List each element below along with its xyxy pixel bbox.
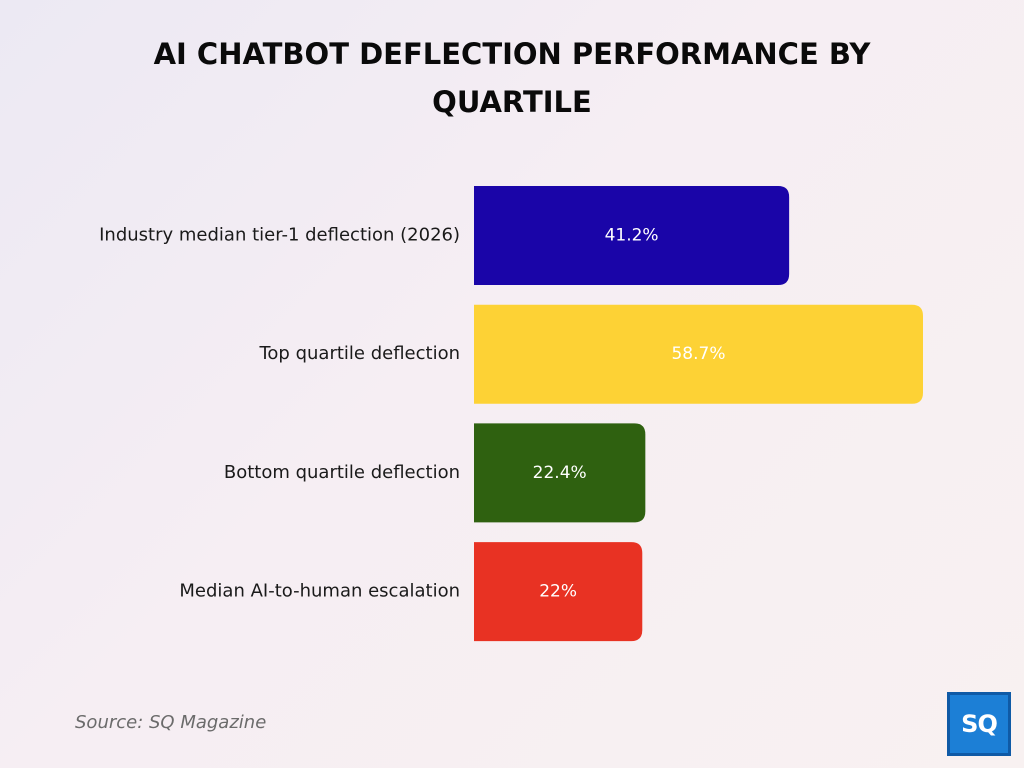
bars-layer <box>474 186 923 642</box>
category-label-4: Median AI-to-human escalation <box>179 581 460 602</box>
value-labels: 41.2% 58.7% 22.4% 22% <box>533 226 726 602</box>
category-label-1: Industry median tier-1 deflection (2026) <box>99 225 460 246</box>
value-label-4: 22% <box>539 582 577 602</box>
logo-text: SQ <box>961 710 998 738</box>
bar-2 <box>474 304 923 404</box>
bar-3 <box>474 423 646 523</box>
sq-magazine-logo: SQ <box>947 692 1011 756</box>
value-label-2: 58.7% <box>671 344 725 364</box>
category-labels: Industry median tier-1 deflection (2026)… <box>99 225 460 602</box>
bar-4 <box>474 542 643 642</box>
category-label-3: Bottom quartile deflection <box>224 462 460 483</box>
value-label-1: 41.2% <box>605 226 659 246</box>
chart-title: AI CHATBOT DEFLECTION PERFORMANCE BY QUA… <box>153 37 871 119</box>
category-label-2: Top quartile deflection <box>258 343 460 364</box>
source-note: Source: SQ Magazine <box>75 712 267 733</box>
bar-1 <box>474 186 790 285</box>
value-label-3: 22.4% <box>533 463 587 483</box>
